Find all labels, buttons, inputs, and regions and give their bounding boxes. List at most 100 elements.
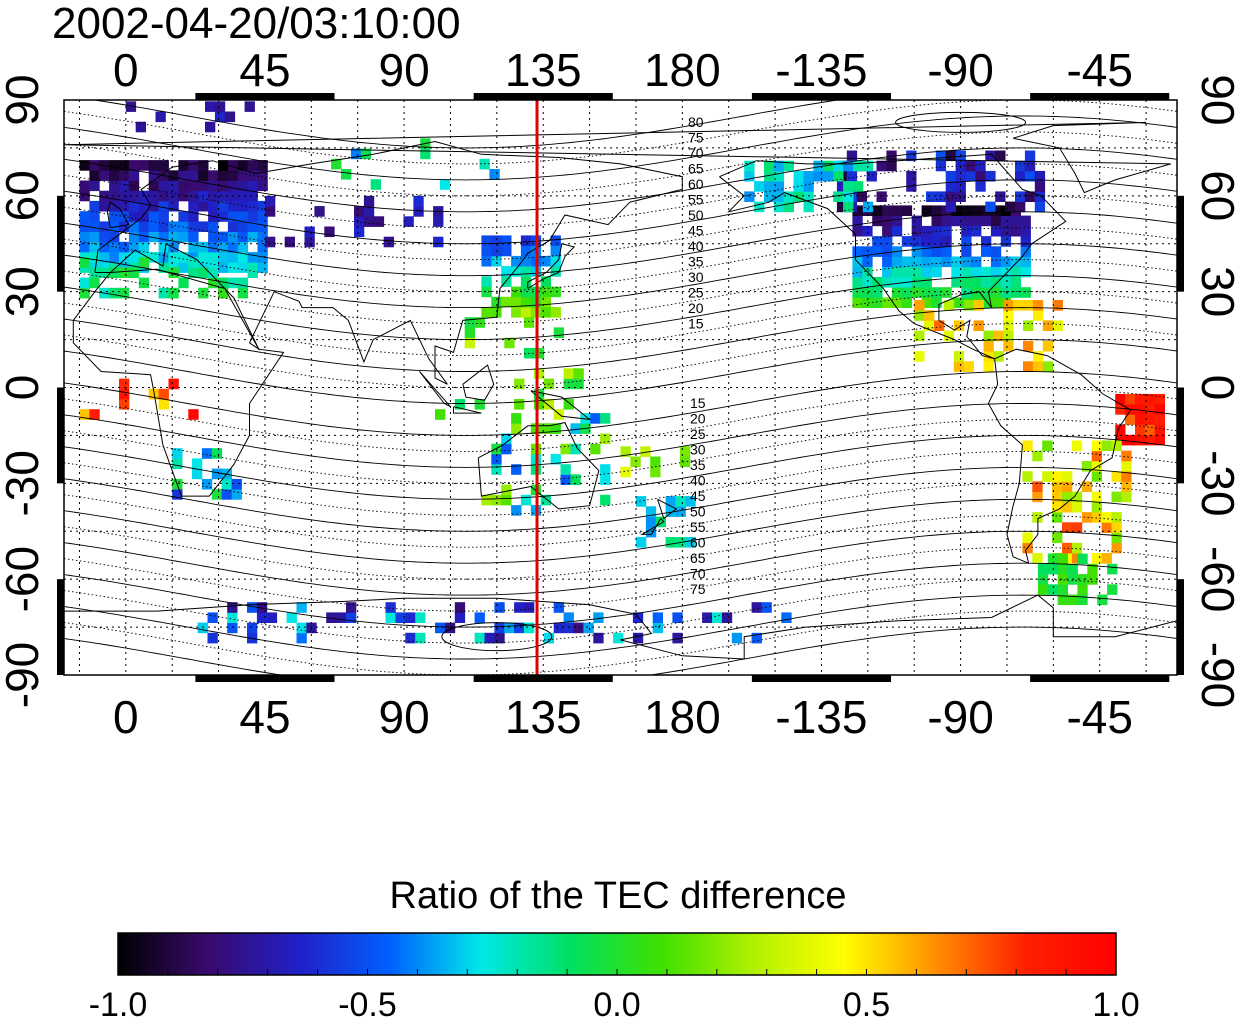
tec-cell	[128, 231, 140, 243]
tec-cell	[148, 180, 159, 192]
tec-cell	[89, 160, 100, 171]
tec-cell	[148, 190, 159, 202]
tec-cell	[941, 256, 952, 268]
tec-cell	[1023, 361, 1034, 372]
colorbar-ticks: -1.0 -0.5 0.0 0.5 1.0	[89, 969, 1140, 1024]
tec-cell	[983, 361, 994, 372]
contour-label-north: 55	[688, 192, 704, 208]
tec-cell	[911, 287, 922, 298]
tec-cell	[793, 191, 804, 202]
tec-cell	[1062, 491, 1073, 503]
tec-cell	[911, 225, 922, 237]
tec-cell	[1121, 461, 1132, 472]
tec-cell	[882, 205, 893, 216]
tec-cell	[1042, 320, 1054, 331]
tec-cell	[906, 170, 917, 182]
tec-cell	[553, 327, 564, 338]
tec-cell	[491, 307, 502, 318]
tec-cell	[981, 277, 992, 288]
maglat-contour	[64, 259, 1177, 325]
tec-cell	[961, 266, 972, 278]
tec-cell	[511, 255, 522, 267]
tec-cell	[843, 191, 854, 202]
tec-cell	[218, 160, 229, 171]
tec-cell	[1062, 481, 1073, 492]
top-lon-label: 45	[239, 44, 290, 96]
tec-cell	[1135, 414, 1146, 425]
tec-cell	[501, 484, 512, 496]
tec-cell	[208, 180, 219, 192]
tec-cell	[346, 612, 357, 623]
tec-cell	[990, 277, 1002, 288]
tec-cell	[1091, 501, 1102, 513]
tec-cell	[931, 256, 942, 268]
tec-cell	[237, 277, 249, 289]
contour-label-south: 20	[690, 411, 706, 427]
tec-cell	[1000, 277, 1012, 288]
contour-label-south: 30	[690, 442, 706, 458]
contour-label-south: 15	[690, 395, 706, 411]
tec-cell	[882, 256, 893, 268]
tec-cell	[178, 180, 189, 192]
tec-cell	[593, 632, 604, 644]
tec-cell	[1135, 393, 1146, 405]
tec-cell	[953, 351, 965, 362]
tec-cell	[645, 506, 657, 517]
tec-cell	[1020, 215, 1031, 227]
tec-cell	[208, 221, 219, 232]
tec-cell	[172, 458, 183, 469]
tec-cell	[481, 245, 492, 257]
maglat-contour	[64, 482, 1177, 548]
tec-cell	[119, 399, 130, 410]
tec-cell	[218, 241, 229, 253]
tec-cell	[168, 378, 179, 390]
tec-cell	[296, 632, 307, 644]
tec-cell	[813, 170, 824, 182]
tec-cell	[1034, 181, 1046, 192]
tec-cell	[862, 277, 873, 288]
tec-cell	[600, 433, 611, 445]
tec-cell	[852, 277, 863, 288]
tec-cell	[1005, 201, 1016, 213]
tec-cell	[941, 215, 952, 227]
tec-cell	[872, 236, 883, 247]
tec-cell	[511, 296, 522, 308]
contour-label-south: 60	[690, 535, 706, 551]
tec-cell	[331, 158, 342, 170]
contour-labels: 8075706560555045403530252015152025303540…	[688, 114, 706, 597]
tec-cell	[284, 236, 295, 248]
tec-cell	[1000, 256, 1012, 268]
tec-cell	[553, 622, 564, 634]
contour-label-north: 65	[688, 161, 704, 177]
tec-cell	[1071, 553, 1083, 564]
tec-cell	[211, 468, 223, 480]
contour-label-south: 40	[690, 473, 706, 489]
tec-cell	[961, 225, 972, 237]
tec-cell	[158, 287, 169, 299]
tec-cell	[481, 494, 492, 506]
tec-cell	[934, 320, 945, 331]
maglat-contour	[64, 610, 1177, 675]
tec-cell	[650, 456, 661, 468]
tec-cell	[985, 150, 996, 162]
tec-cell	[533, 347, 545, 359]
tec-cell	[990, 297, 1002, 308]
tec-cell	[208, 277, 219, 289]
tec-cell	[965, 170, 976, 182]
tec-cell	[1111, 542, 1122, 554]
tec-cell	[744, 191, 755, 202]
tec-cell	[533, 368, 545, 379]
tec-cell	[650, 466, 661, 478]
tec-cell	[247, 252, 258, 263]
tec-cell	[961, 277, 972, 288]
tec-cell	[1003, 320, 1014, 331]
tec-cell	[99, 170, 110, 181]
tec-cell	[188, 257, 199, 268]
tec-cell	[901, 256, 913, 268]
tec-cell	[1121, 471, 1132, 482]
top-axis-bar	[195, 93, 335, 100]
tec-cell	[1144, 414, 1156, 425]
tec-cell	[138, 200, 150, 212]
tec-cell	[1010, 256, 1021, 268]
contour-label-south: 75	[690, 581, 706, 597]
